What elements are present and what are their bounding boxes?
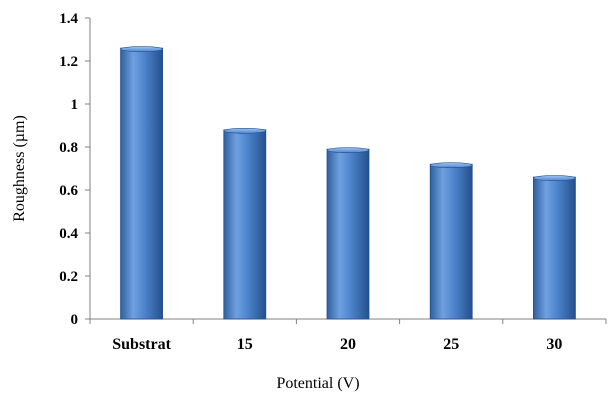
y-tick-label: 1.2 xyxy=(59,54,78,70)
x-tick-labels: Substrat 15 20 25 30 xyxy=(112,336,562,353)
bar xyxy=(223,128,267,320)
y-tick-label: 0.2 xyxy=(59,269,78,285)
x-tick-label: Substrat xyxy=(112,336,171,353)
bar-body xyxy=(223,129,267,320)
x-tick-label: 15 xyxy=(237,336,253,353)
bar xyxy=(120,46,163,320)
y-tick-label: 0.6 xyxy=(59,183,78,199)
bar xyxy=(326,147,370,320)
x-tick-label: 20 xyxy=(340,336,356,353)
y-tick-label: 1 xyxy=(71,97,79,113)
y-axis-label: Roughness (µm) xyxy=(11,115,28,222)
bar-body xyxy=(120,47,163,320)
bar xyxy=(533,175,576,320)
bar-body xyxy=(533,176,576,320)
bar-body xyxy=(429,163,473,320)
x-tick-label: 30 xyxy=(546,336,562,353)
x-tick-label: 25 xyxy=(443,336,459,353)
bar-top-cap xyxy=(223,128,267,134)
axes xyxy=(85,17,607,324)
y-tick-label: 1.4 xyxy=(59,11,78,27)
bar-body xyxy=(326,148,370,320)
y-tick-label: 0.8 xyxy=(59,140,78,156)
bar-top-cap xyxy=(533,175,576,181)
x-axis-label: Potential (V) xyxy=(276,375,359,392)
bars xyxy=(120,46,576,320)
bar xyxy=(429,162,473,320)
y-tick-labels: 0 0.2 0.4 0.6 0.8 1 1.2 1.4 xyxy=(59,11,78,328)
y-tick-label: 0.4 xyxy=(59,226,78,242)
bar-top-cap xyxy=(120,46,163,52)
y-tick-label: 0 xyxy=(71,312,79,328)
bar-top-cap xyxy=(326,147,370,153)
bar-top-cap xyxy=(429,162,473,168)
